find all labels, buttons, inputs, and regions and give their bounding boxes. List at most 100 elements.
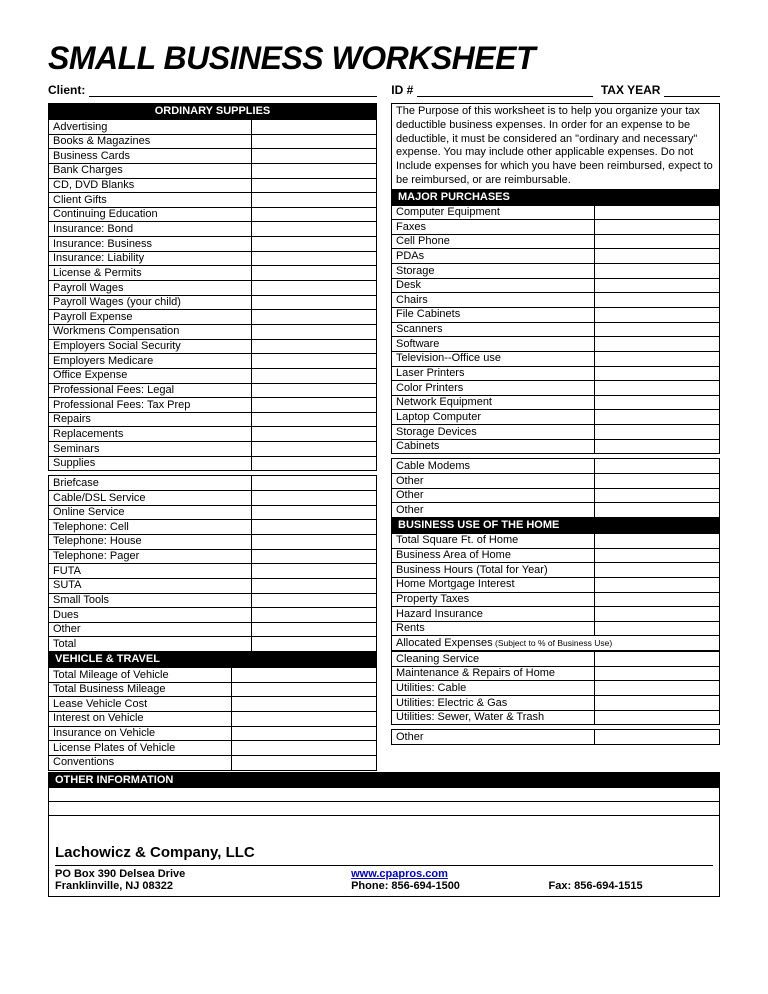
blank-row[interactable] — [48, 788, 720, 802]
line-item-value[interactable] — [252, 491, 376, 505]
line-item-value[interactable] — [595, 206, 719, 220]
line-item-value[interactable] — [252, 310, 376, 324]
line-item-value[interactable] — [595, 367, 719, 381]
line-item-value[interactable] — [595, 563, 719, 577]
line-item-value[interactable] — [252, 237, 376, 251]
line-item-value[interactable] — [595, 534, 719, 548]
line-item-value[interactable] — [595, 667, 719, 681]
line-item-row: Laptop Computer — [391, 410, 720, 425]
line-item-value[interactable] — [595, 607, 719, 621]
line-item-label: Laser Printers — [392, 367, 595, 381]
line-item-value[interactable] — [252, 208, 376, 222]
line-item-value[interactable] — [252, 149, 376, 163]
line-item-value[interactable] — [252, 135, 376, 149]
line-item-value[interactable] — [595, 235, 719, 249]
line-item-value[interactable] — [595, 308, 719, 322]
line-item-value[interactable] — [252, 222, 376, 236]
line-item-value[interactable] — [595, 352, 719, 366]
line-item-label: Total Business Mileage — [49, 683, 232, 697]
line-item-value[interactable] — [252, 413, 376, 427]
line-item-value[interactable] — [595, 425, 719, 439]
line-item-row: Payroll Expense — [48, 310, 377, 325]
line-item-value[interactable] — [595, 652, 719, 666]
contact-row-2: Franklinville, NJ 08322 Phone: 856-694-1… — [55, 880, 713, 892]
line-item-value[interactable] — [595, 474, 719, 488]
line-item-value[interactable] — [595, 696, 719, 710]
line-item-value[interactable] — [232, 741, 376, 755]
line-item-value[interactable] — [252, 550, 376, 564]
line-item-value[interactable] — [595, 489, 719, 503]
line-item-value[interactable] — [252, 369, 376, 383]
line-item-value[interactable] — [252, 608, 376, 622]
line-item-value[interactable] — [595, 381, 719, 395]
company-box: Lachowicz & Company, LLC PO Box 390 Dels… — [48, 816, 720, 897]
line-item-value[interactable] — [252, 296, 376, 310]
line-item-value[interactable] — [252, 325, 376, 339]
line-item-value[interactable] — [232, 756, 376, 770]
tax-year-blank[interactable] — [664, 83, 720, 97]
line-item-value[interactable] — [595, 711, 719, 725]
line-item-value[interactable] — [595, 220, 719, 234]
line-item-value[interactable] — [252, 476, 376, 490]
line-item-label: PDAs — [392, 249, 595, 263]
line-item-value[interactable] — [252, 637, 376, 651]
line-item-value[interactable] — [232, 727, 376, 741]
line-item-value[interactable] — [595, 249, 719, 263]
line-item-value[interactable] — [252, 535, 376, 549]
line-item-value[interactable] — [595, 323, 719, 337]
line-item-value[interactable] — [252, 164, 376, 178]
line-item-value[interactable] — [595, 293, 719, 307]
id-blank[interactable] — [417, 83, 593, 97]
line-item-value[interactable] — [595, 279, 719, 293]
line-item-label: Payroll Wages — [49, 281, 252, 295]
line-item-value[interactable] — [252, 266, 376, 280]
line-item-value[interactable] — [252, 354, 376, 368]
line-item-value[interactable] — [252, 120, 376, 134]
line-item-label: Dues — [49, 608, 252, 622]
line-item-value[interactable] — [252, 340, 376, 354]
line-item-value[interactable] — [595, 503, 719, 517]
ordinary-supplies-list-b: BriefcaseCable/DSL ServiceOnline Service… — [48, 475, 377, 652]
line-item-value[interactable] — [252, 252, 376, 266]
client-blank[interactable] — [89, 83, 377, 97]
line-item-value[interactable] — [252, 594, 376, 608]
line-item-value[interactable] — [252, 384, 376, 398]
line-item-value[interactable] — [595, 593, 719, 607]
line-item-value[interactable] — [252, 564, 376, 578]
blank-row[interactable] — [48, 802, 720, 816]
line-item-value[interactable] — [252, 579, 376, 593]
line-item-value[interactable] — [252, 281, 376, 295]
line-item-value[interactable] — [252, 520, 376, 534]
line-item-value[interactable] — [252, 457, 376, 471]
line-item-value[interactable] — [252, 442, 376, 456]
line-item-value[interactable] — [252, 193, 376, 207]
line-item-value[interactable] — [232, 697, 376, 711]
line-item-label: Seminars — [49, 442, 252, 456]
line-item-value[interactable] — [595, 459, 719, 473]
line-item-label: Conventions — [49, 756, 232, 770]
line-item-value[interactable] — [252, 398, 376, 412]
line-item-row: Television--Office use — [391, 352, 720, 367]
line-item-value[interactable] — [595, 410, 719, 424]
line-item-value[interactable] — [595, 578, 719, 592]
line-item-value[interactable] — [595, 681, 719, 695]
line-item-value[interactable] — [232, 683, 376, 697]
line-item-value[interactable] — [595, 440, 719, 454]
line-item-value[interactable] — [595, 730, 719, 744]
line-item-value[interactable] — [232, 668, 376, 682]
line-item-value[interactable] — [595, 396, 719, 410]
line-item-value[interactable] — [595, 264, 719, 278]
line-item-label: Cabinets — [392, 440, 595, 454]
line-item-value[interactable] — [252, 179, 376, 193]
line-item-value[interactable] — [595, 622, 719, 636]
line-item-value[interactable] — [252, 623, 376, 637]
line-item-value[interactable] — [252, 506, 376, 520]
line-item-value[interactable] — [595, 337, 719, 351]
line-item-label: Interest on Vehicle — [49, 712, 232, 726]
line-item-label: Small Tools — [49, 594, 252, 608]
line-item-value[interactable] — [232, 712, 376, 726]
line-item-row: File Cabinets — [391, 308, 720, 323]
line-item-value[interactable] — [252, 427, 376, 441]
company-url[interactable]: www.cpapros.com — [351, 868, 448, 880]
line-item-value[interactable] — [595, 549, 719, 563]
